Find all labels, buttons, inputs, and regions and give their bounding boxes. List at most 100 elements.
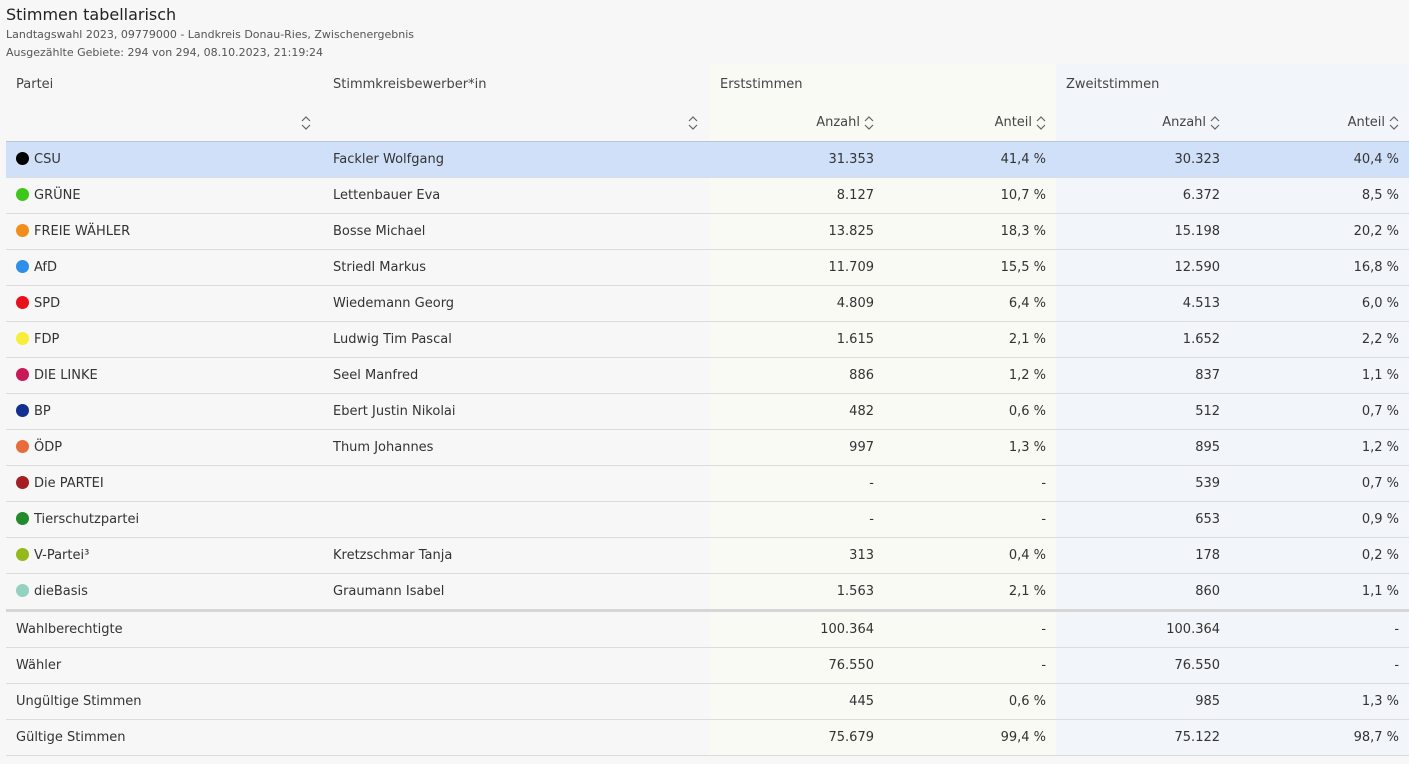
erst-anteil: 1,3 % [884, 429, 1057, 466]
zweit-anzahl: 100.364 [1056, 610, 1231, 648]
erst-anzahl: 75.679 [710, 719, 884, 756]
party-color-dot [16, 332, 29, 345]
party-name: V-Partei³ [34, 548, 90, 563]
sort-zweit-anteil-button[interactable]: Anteil [1230, 104, 1409, 142]
party-name: SPD [34, 296, 61, 311]
party-name: CSU [34, 152, 61, 167]
party-name: Die PARTEI [34, 476, 104, 491]
party-row[interactable]: dieBasis Graumann Isabel 1.563 2,1 % 860 1,1 … [6, 573, 1409, 612]
erst-anzahl: 13.825 [710, 213, 884, 250]
party-cell: FREIE WÄHLER [6, 213, 323, 250]
party-name: BP [34, 404, 51, 419]
election-info: Landtagswahl 2023, 09779000 - Landkreis … [6, 28, 415, 41]
erst-anteil: 99,4 % [884, 719, 1057, 756]
party-row[interactable]: GRÜNE Lettenbauer Eva 8.127 10,7 % 6.372 8,5 … [6, 177, 1409, 214]
party-color-dot [16, 152, 29, 165]
total-row: Gültige Stimmen 75.679 99,4 % 75.122 98,7 % [6, 719, 1409, 756]
party-cell: SPD [6, 285, 323, 322]
erst-anzahl: 4.809 [710, 285, 884, 322]
party-row[interactable]: SPD Wiedemann Georg 4.809 6,4 % 4.513 6,0 % [6, 285, 1409, 322]
party-color-dot [16, 548, 29, 561]
erst-anteil: 2,1 % [884, 573, 1057, 612]
erst-anzahl: - [710, 465, 884, 502]
zweit-anzahl: 895 [1056, 429, 1231, 466]
erst-anteil: 0,4 % [884, 537, 1057, 574]
party-row[interactable]: AfD Striedl Markus 11.709 15,5 % 12.590 16,8 … [6, 249, 1409, 286]
party-color-dot [16, 440, 29, 453]
erst-anteil: 41,4 % [884, 141, 1057, 178]
candidate-name: Striedl Markus [323, 249, 710, 286]
sort-erst-anteil-button[interactable]: Anteil [884, 104, 1057, 142]
zweit-anteil: 0,2 % [1230, 537, 1409, 574]
erst-anzahl: 11.709 [710, 249, 884, 286]
zweit-anteil: 1,1 % [1230, 357, 1409, 394]
erst-anzahl: 1.615 [710, 321, 884, 358]
sort-bewerber-button[interactable] [323, 104, 710, 142]
erst-anteil: 6,4 % [884, 285, 1057, 322]
party-name: FDP [34, 332, 60, 347]
erst-anzahl: 8.127 [710, 177, 884, 214]
zweit-anteil: 1,2 % [1230, 429, 1409, 466]
zweit-anzahl: 75.122 [1056, 719, 1231, 756]
zweit-anteil: 16,8 % [1230, 249, 1409, 286]
party-row[interactable]: V-Partei³ Kretzschmar Tanja 313 0,4 % 178 0,2… [6, 537, 1409, 574]
total-label: Ungültige Stimmen [6, 683, 323, 720]
party-row[interactable]: FREIE WÄHLER Bosse Michael 13.825 18,3 % 15.… [6, 213, 1409, 250]
party-cell: AfD [6, 249, 323, 286]
erst-anteil: - [884, 647, 1057, 684]
erst-anzahl: 31.353 [710, 141, 884, 178]
party-name: FREIE WÄHLER [34, 224, 131, 239]
party-cell: CSU [6, 141, 323, 178]
party-color-dot [16, 224, 29, 237]
total-label: Wähler [6, 647, 323, 684]
party-row[interactable]: DIE LINKE Seel Manfred 886 1,2 % 837 1,1 % [6, 357, 1409, 394]
erst-anzahl: 313 [710, 537, 884, 574]
counted-areas-info: Ausgezählte Gebiete: 294 von 294, 08.10.… [6, 46, 324, 59]
party-row[interactable]: FDP Ludwig Tim Pascal 1.615 2,1 % 1.652 2,2 % [6, 321, 1409, 358]
zweit-anteil-label: Anteil [1347, 115, 1386, 130]
zweit-anzahl: 860 [1056, 573, 1231, 612]
zweit-anteil: 0,7 % [1230, 393, 1409, 430]
party-color-dot [16, 476, 29, 489]
party-row[interactable]: BP Ebert Justin Nikolai 482 0,6 % 512 0,7 % [6, 393, 1409, 430]
sort-erst-anzahl-button[interactable]: Anzahl [710, 104, 884, 142]
party-color-dot [16, 584, 29, 597]
zweit-anzahl: 76.550 [1056, 647, 1231, 684]
erst-anteil: 18,3 % [884, 213, 1057, 250]
erst-anteil: 0,6 % [884, 683, 1057, 720]
party-row[interactable]: Tierschutzpartei - -653 0,9 % [6, 501, 1409, 538]
zweit-anzahl: 837 [1056, 357, 1231, 394]
zweit-anzahl: 539 [1056, 465, 1231, 502]
erst-anteil: - [884, 610, 1057, 648]
zweit-anteil: 1,1 % [1230, 573, 1409, 612]
zweit-anteil: 40,4 % [1230, 141, 1409, 178]
party-name: DIE LINKE [34, 368, 98, 383]
party-color-dot [16, 404, 29, 417]
party-row[interactable]: CSU Fackler Wolfgang 31.353 41,4 % 30.323 40,… [6, 141, 1409, 178]
sort-zweit-anzahl-button[interactable]: Anzahl [1056, 104, 1231, 142]
party-cell: FDP [6, 321, 323, 358]
candidate-name: Bosse Michael [323, 213, 710, 250]
erst-anteil: 2,1 % [884, 321, 1057, 358]
erst-anteil: 10,7 % [884, 177, 1057, 214]
total-label: Gültige Stimmen [6, 719, 323, 756]
party-cell: BP [6, 393, 323, 430]
erst-anzahl: 100.364 [710, 610, 884, 648]
erst-anzahl: 76.550 [710, 647, 884, 684]
party-name: AfD [34, 260, 58, 275]
party-row[interactable]: Die PARTEI - -539 0,7 % [6, 465, 1409, 502]
sort-icon [864, 115, 874, 130]
zweit-anzahl: 4.513 [1056, 285, 1231, 322]
candidate-name: Seel Manfred [323, 357, 710, 394]
party-color-dot [16, 296, 29, 309]
party-row[interactable]: ÖDP Thum Johannes 997 1,3 % 895 1,2 % [6, 429, 1409, 466]
zweit-anteil: - [1230, 610, 1409, 648]
zweit-anteil: 2,2 % [1230, 321, 1409, 358]
zweit-anteil: 1,3 % [1230, 683, 1409, 720]
sort-icon [1389, 115, 1399, 130]
erst-anzahl: - [710, 501, 884, 538]
party-cell: V-Partei³ [6, 537, 323, 574]
erst-anteil: - [884, 465, 1057, 502]
sort-partei-button[interactable] [6, 104, 323, 142]
erst-anzahl: 482 [710, 393, 884, 430]
